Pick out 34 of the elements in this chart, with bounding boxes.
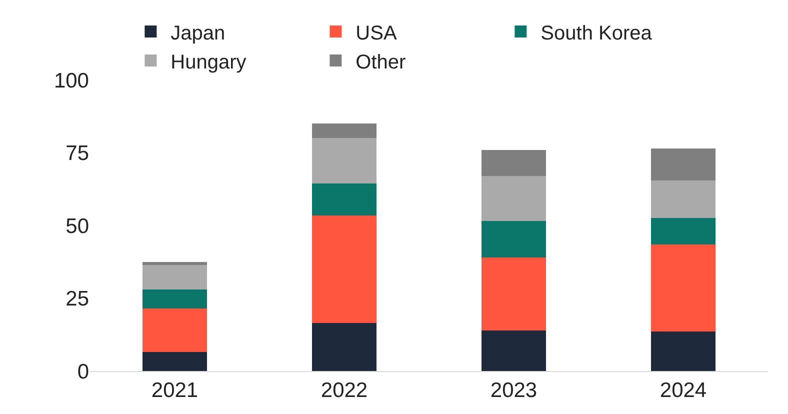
legend-label: South Korea: [540, 22, 653, 44]
bar: [312, 183, 376, 216]
bar: [482, 258, 546, 330]
x-tick-label: 2022: [320, 379, 368, 402]
y-tick-label: 0: [77, 360, 89, 384]
y-tick-label: 50: [66, 214, 89, 238]
x-tick-label: 2023: [490, 379, 538, 402]
bar: [482, 221, 546, 258]
legend-label: USA: [356, 22, 398, 44]
bar: [142, 352, 207, 371]
y-tick-label: 100: [54, 69, 89, 92]
bar: [482, 150, 546, 176]
bar: [651, 332, 716, 371]
legend-label: Other: [356, 51, 406, 74]
bar: [142, 264, 207, 290]
bar: [651, 180, 716, 218]
bar: [482, 330, 546, 371]
y-tick-label: 25: [66, 288, 89, 311]
legend-label: Hungary: [170, 51, 246, 74]
bar: [142, 308, 207, 352]
bar: [482, 176, 546, 222]
bar: [651, 148, 716, 180]
x-tick-label: 2021: [151, 379, 198, 402]
bar: [312, 215, 376, 323]
bar: [651, 218, 716, 244]
bar: [312, 138, 376, 184]
bar: [142, 262, 207, 265]
legend-label: Japan: [170, 22, 226, 44]
bar: [312, 322, 376, 371]
x-tick-label: 2024: [660, 379, 707, 402]
bar: [142, 290, 207, 308]
bar: [312, 124, 376, 138]
y-tick-label: 75: [66, 142, 89, 166]
bar: [651, 244, 716, 332]
